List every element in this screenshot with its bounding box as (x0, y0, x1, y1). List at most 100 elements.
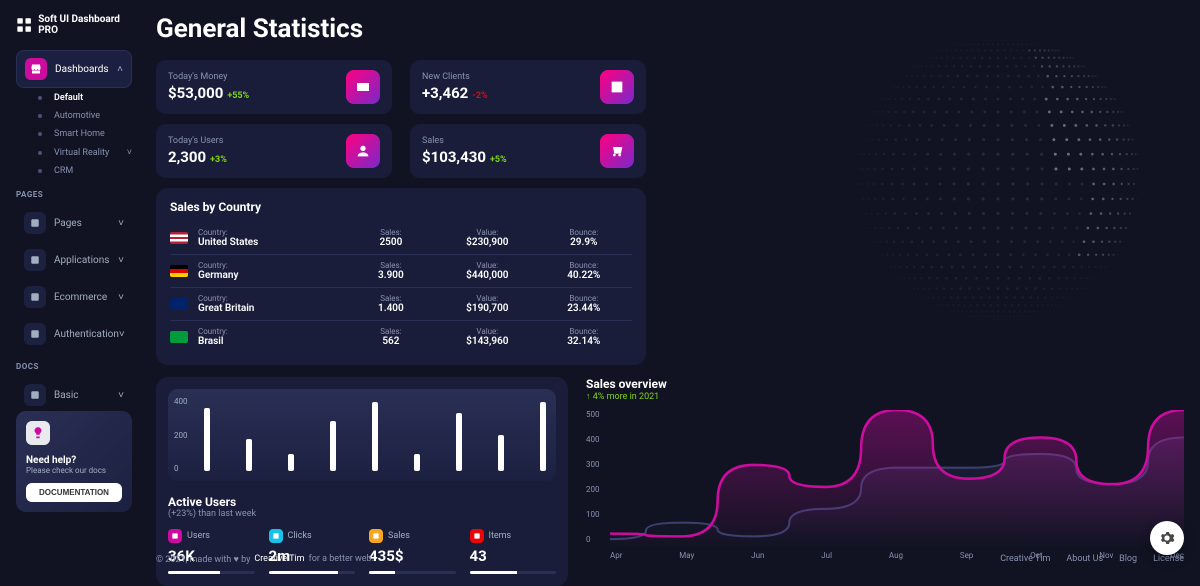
country-name: Great Britain (198, 303, 343, 314)
sub-item-virtual-reality[interactable]: Virtual Reality˅ (26, 143, 132, 162)
brand[interactable]: Soft UI Dashboard PRO (16, 14, 132, 36)
flag-icon (170, 232, 188, 244)
bullet-icon (38, 151, 42, 155)
stat-label: Today's Money (168, 72, 249, 82)
value: $143,960 (439, 336, 535, 347)
nav-authentication[interactable]: Authentication˅ (16, 316, 132, 352)
brand-text: Soft UI Dashboard PRO (38, 14, 132, 36)
stat-delta: -2% (472, 91, 487, 101)
stat-card: Sales $103,430 +5% (410, 124, 646, 178)
table-row: Country:Germany Sales:3.900 Value:$440,0… (170, 255, 632, 288)
stat-value: 2,300 (168, 148, 206, 166)
shop-icon (30, 63, 42, 75)
nav-label: Ecommerce (54, 292, 118, 303)
footer-link[interactable]: Creative Tim (1000, 554, 1050, 565)
metric-items: Items 43 (470, 529, 557, 574)
stat-delta: +5% (490, 155, 507, 165)
bullet-icon (38, 96, 42, 100)
footer: © 2021, made with ♥ by Creative Tim for … (156, 554, 1184, 565)
metric-label: Clicks (288, 531, 312, 541)
nav-label: Authentication (54, 329, 119, 340)
bounce-value: 32.14% (536, 336, 632, 347)
bounce-value: 40.22% (536, 270, 632, 281)
sub-item-crm[interactable]: CRM (26, 162, 132, 180)
stat-value: +3,462 (422, 84, 468, 102)
nav-label: Applications (54, 255, 118, 266)
sub-item-default[interactable]: Default (26, 89, 132, 107)
value: $440,000 (439, 270, 535, 281)
settings-fab[interactable] (1150, 521, 1184, 555)
nav-basic[interactable]: Basic˅ (16, 377, 132, 413)
stat-label: Sales (422, 136, 507, 146)
nav-pages[interactable]: Pages˅ (16, 205, 132, 241)
bar-chart: 400 200 0 (168, 389, 556, 481)
value: $190,700 (439, 303, 535, 314)
bullet-icon (38, 169, 42, 173)
metric-icon (269, 529, 283, 543)
chevron-up-icon: ˄ (117, 64, 123, 75)
bar (330, 421, 336, 471)
sub-label: CRM (54, 166, 73, 176)
metric-users: Users 36K (168, 529, 255, 574)
section-docs: DOCS (16, 362, 132, 371)
help-title: Need help? (26, 455, 122, 466)
metric-label: Items (489, 531, 512, 541)
chevron-down-icon: ˅ (118, 218, 124, 229)
section-pages: PAGES (16, 190, 132, 199)
ytick: 100 (586, 510, 600, 519)
bullet-icon (38, 132, 42, 136)
table-row: Country:United States Sales:2500 Value:$… (170, 222, 632, 255)
bar (246, 439, 252, 471)
footer-link[interactable]: License (1153, 554, 1184, 565)
bounce-value: 29.9% (536, 237, 632, 248)
chevron-down-icon: ˅ (118, 255, 124, 266)
help-sub: Please check our docs (26, 466, 122, 475)
sub-item-automotive[interactable]: Automotive (26, 107, 132, 125)
country-name: Germany (198, 270, 343, 281)
footer-link[interactable]: About Us (1066, 554, 1103, 565)
sub-label: Automotive (54, 111, 100, 121)
stat-card: Today's Users 2,300+3% (156, 124, 392, 178)
nav-dashboards[interactable]: Dashboards ˄ (16, 50, 132, 88)
overview-title: Sales overview (586, 377, 1184, 391)
bar (414, 454, 420, 471)
brand-icon (16, 16, 32, 34)
stat-card: Today's Money $53,000+55% (156, 60, 392, 114)
value: $230,900 (439, 237, 535, 248)
stat-delta: +3% (210, 155, 227, 165)
sales-value: 2500 (343, 237, 439, 248)
metric-icon (470, 529, 484, 543)
ytick: 0 (586, 535, 600, 544)
footer-author-link[interactable]: Creative Tim (254, 554, 304, 565)
documentation-button[interactable]: DOCUMENTATION (26, 483, 122, 502)
stat-value: $103,430 (422, 148, 486, 166)
active-users-sub: (+23%) than last week (168, 509, 556, 519)
bar (288, 454, 294, 471)
gear-icon (1159, 530, 1175, 546)
nav-ecommerce[interactable]: Ecommerce˅ (16, 279, 132, 315)
sales-icon (600, 134, 634, 168)
sales-table-title: Sales by Country (170, 200, 632, 214)
flag-icon (170, 331, 188, 343)
bullet-icon (38, 114, 42, 118)
metric-icon (168, 529, 182, 543)
country-name: United States (198, 237, 343, 248)
ytick: 200 (174, 431, 188, 440)
nav-label: Pages (54, 218, 118, 229)
help-card: Need help? Please check our docs DOCUMEN… (16, 411, 132, 512)
sales-value: 562 (343, 336, 439, 347)
sub-item-smart-home[interactable]: Smart Home (26, 125, 132, 143)
nav-applications[interactable]: Applications˅ (16, 242, 132, 278)
chevron-down-icon: ˅ (118, 292, 124, 303)
arrow-up-icon: ↑ (586, 392, 593, 402)
stat-card: New Clients +3,462-2% (410, 60, 646, 114)
ytick: 500 (586, 410, 600, 419)
bar (498, 435, 504, 471)
progress-bar (470, 571, 557, 574)
clients-icon (600, 70, 634, 104)
metric-sales: Sales 435$ (369, 529, 456, 574)
sales-value: 3.900 (343, 270, 439, 281)
metric-label: Users (187, 531, 210, 541)
footer-link[interactable]: Blog (1119, 554, 1137, 565)
sub-label: Virtual Reality (54, 148, 109, 158)
